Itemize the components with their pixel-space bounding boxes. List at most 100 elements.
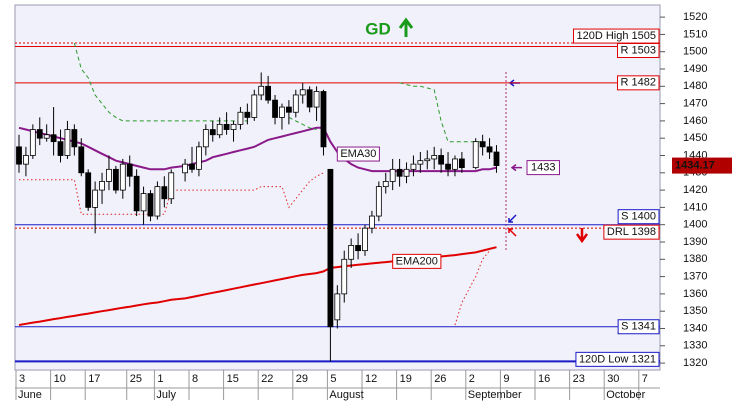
x-tick-label: 29 <box>296 373 308 385</box>
y-tick-label: 1340 <box>683 322 707 334</box>
candle-body <box>272 99 278 118</box>
candle-body <box>119 163 126 191</box>
candle-body <box>389 168 396 182</box>
candle-body <box>64 129 71 156</box>
y-tick-label: 1410 <box>683 201 707 213</box>
candle-body <box>168 172 175 200</box>
y-tick-label: 1420 <box>683 184 707 196</box>
ema-value-box <box>526 160 560 176</box>
candle-body <box>403 168 410 177</box>
candle-body <box>237 111 244 125</box>
candle-body <box>140 193 147 212</box>
month-label: September <box>468 389 522 401</box>
candle-body <box>202 129 209 148</box>
down-arrow <box>575 228 589 244</box>
ema-value-label: 1433 <box>531 162 555 174</box>
candle-body <box>355 245 361 252</box>
y-tick-label: 1470 <box>683 98 707 110</box>
level-label-text: 120D Low 1321 <box>579 353 656 365</box>
level-label: 120D High 1505 <box>572 28 660 44</box>
candle-body <box>486 146 493 153</box>
level-label: 120D Low 1321 <box>575 351 660 367</box>
x-tick-label: 22 <box>261 373 273 385</box>
x-tick-label: 16 <box>538 373 550 385</box>
candle-body <box>348 245 355 260</box>
x-tick-label: 3 <box>19 373 25 385</box>
y-tick-label: 1380 <box>683 253 707 265</box>
candle-body <box>16 146 22 165</box>
level-label-box <box>572 28 660 44</box>
candle-body <box>265 85 272 101</box>
candle-body <box>106 168 112 182</box>
x-tick-label: 26 <box>434 373 446 385</box>
candle-body <box>99 181 105 191</box>
candle-body <box>362 227 368 252</box>
month-label: June <box>18 389 42 401</box>
level-label-text: R 1482 <box>621 77 656 89</box>
candle-body <box>161 186 168 200</box>
support-arrow <box>508 214 517 223</box>
candle-body <box>216 123 223 136</box>
level-label-box <box>617 43 660 59</box>
y-tick-label: 1360 <box>683 288 707 300</box>
level-label: DRL 1398 <box>603 224 660 240</box>
candle-body <box>43 134 50 139</box>
x-tick-label: 30 <box>607 373 619 385</box>
candle-body <box>458 158 465 169</box>
x-tick-label: 9 <box>503 373 509 385</box>
candle-body <box>78 146 85 174</box>
candle-body <box>327 168 334 328</box>
y-tick-label: 1450 <box>683 132 707 144</box>
candle-body <box>313 91 320 108</box>
series-line <box>18 126 497 173</box>
candle-body <box>431 155 438 160</box>
candle-body <box>196 146 202 170</box>
candle-body <box>147 193 154 217</box>
level-label-box <box>603 224 660 240</box>
level-label-text: R 1503 <box>621 44 656 56</box>
candle-body <box>251 94 258 118</box>
candle-body <box>126 163 133 177</box>
candle-body <box>396 168 403 177</box>
x-tick-label: 25 <box>130 373 142 385</box>
y-tick-label: 1480 <box>683 80 707 92</box>
candle-body <box>285 106 292 113</box>
level-label: S 1341 <box>617 319 660 335</box>
x-tick-label: 23 <box>573 373 585 385</box>
x-tick-label: 17 <box>88 373 100 385</box>
candle-body <box>29 129 36 156</box>
level-label-text: S 1341 <box>621 321 656 333</box>
candle-body <box>133 175 140 212</box>
candle-body <box>306 89 313 108</box>
candle-body <box>182 163 188 174</box>
y-tick-label: 1370 <box>683 270 707 282</box>
level-label: S 1400 <box>617 209 660 225</box>
level-label-box <box>617 75 660 91</box>
drl-arrow <box>508 228 517 237</box>
candle-body <box>71 129 78 148</box>
y-tick-label: 1320 <box>683 357 707 369</box>
x-tick-label: 15 <box>227 373 239 385</box>
y-tick-label: 1330 <box>683 340 707 352</box>
price-label: 1434.17 <box>675 159 715 171</box>
ema-arrow <box>510 164 522 172</box>
candle-body <box>92 189 99 208</box>
y-tick-label: 1350 <box>683 305 707 317</box>
candle-body <box>369 215 375 229</box>
candle-body <box>472 141 479 169</box>
y-tick-label: 1400 <box>683 219 707 231</box>
candle-body <box>493 151 500 166</box>
candle-body <box>244 111 251 118</box>
candle-body <box>417 160 424 165</box>
x-tick-label: 7 <box>642 373 648 385</box>
month-label: July <box>156 389 176 401</box>
y-tick-label: 1520 <box>683 11 707 23</box>
candle-body <box>382 181 389 188</box>
series-line <box>19 172 490 326</box>
level-label-box <box>617 319 660 335</box>
candle-body <box>375 186 382 217</box>
x-tick-label: 2 <box>469 373 475 385</box>
x-tick-label: 19 <box>400 373 412 385</box>
candle-body <box>479 141 486 148</box>
